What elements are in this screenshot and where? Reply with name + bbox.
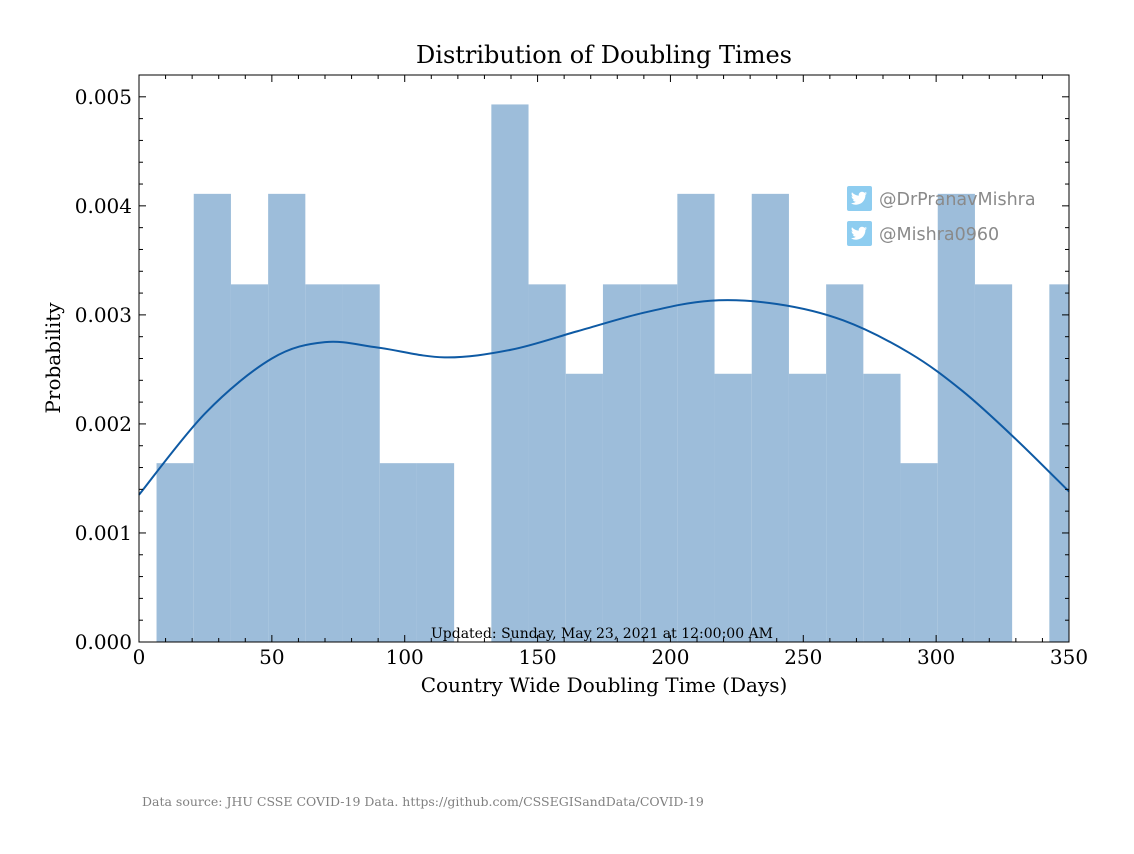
plot-frame: [138, 74, 1070, 643]
histogram-bar: [342, 284, 380, 642]
histogram-bar: [193, 193, 231, 642]
kde-curve: [138, 299, 1070, 496]
histogram-bar: [602, 284, 641, 642]
histogram-bar: [788, 373, 827, 642]
histogram-bar: [937, 193, 975, 642]
y-tick-label: 0.002: [75, 412, 132, 436]
x-tick-label: 150: [518, 645, 556, 669]
y-tick-label: 0.003: [75, 303, 132, 327]
histogram-bar: [416, 463, 455, 642]
twitter-handle-text: @Mishra0960: [879, 225, 999, 245]
histogram-bar: [826, 284, 864, 642]
y-tick-label: 0.005: [75, 85, 132, 109]
histogram-bar: [1049, 284, 1069, 642]
x-tick-label: 200: [651, 645, 689, 669]
histogram-bar: [677, 193, 715, 642]
x-tick-label: 100: [386, 645, 424, 669]
histogram-bar: [751, 193, 789, 642]
histogram-bar: [565, 373, 603, 642]
data-source-note: Data source: JHU CSSE COVID-19 Data. htt…: [142, 794, 704, 809]
x-tick-label: 350: [1050, 645, 1088, 669]
histogram-bar: [491, 104, 529, 643]
histogram-bar: [379, 463, 417, 642]
histogram-bars: [156, 104, 1069, 643]
histogram-bar: [863, 373, 901, 642]
histogram-bar: [268, 193, 306, 642]
twitter-icon: [847, 186, 872, 211]
histogram-bar: [974, 284, 1013, 642]
histogram-bar: [230, 284, 269, 642]
y-tick-label: 0.004: [75, 194, 132, 218]
y-axis-label: Probability: [41, 302, 65, 414]
y-tick-label: 0.000: [75, 630, 132, 654]
x-tick-label: 250: [784, 645, 822, 669]
histogram-bar: [305, 284, 343, 642]
x-tick-label: 50: [259, 645, 284, 669]
histogram-bar: [640, 284, 678, 642]
twitter-icon: [847, 221, 872, 246]
y-tick-label: 0.001: [75, 521, 132, 545]
axis-ticks: 0 50 100 150 200 250 300 350 0.000 0.001 0.002 0.00…: [75, 75, 1088, 669]
twitter-handle-text: @DrPranavMishra: [879, 190, 1036, 210]
histogram-bar: [900, 463, 938, 642]
x-axis-label: Country Wide Doubling Time (Days): [421, 673, 788, 697]
histogram-bar: [528, 284, 566, 642]
chart-title: Distribution of Doubling Times: [416, 41, 792, 69]
x-tick-label: 300: [917, 645, 955, 669]
twitter-handle-1[interactable]: @DrPranavMishra: [847, 186, 1036, 211]
twitter-handle-2[interactable]: @Mishra0960: [847, 221, 999, 246]
histogram-bar: [156, 463, 194, 642]
updated-timestamp: Updated: Sunday, May 23, 2021 at 12:00:0…: [431, 626, 773, 642]
x-tick-label: 0: [133, 645, 146, 669]
histogram-bar: [714, 373, 752, 642]
